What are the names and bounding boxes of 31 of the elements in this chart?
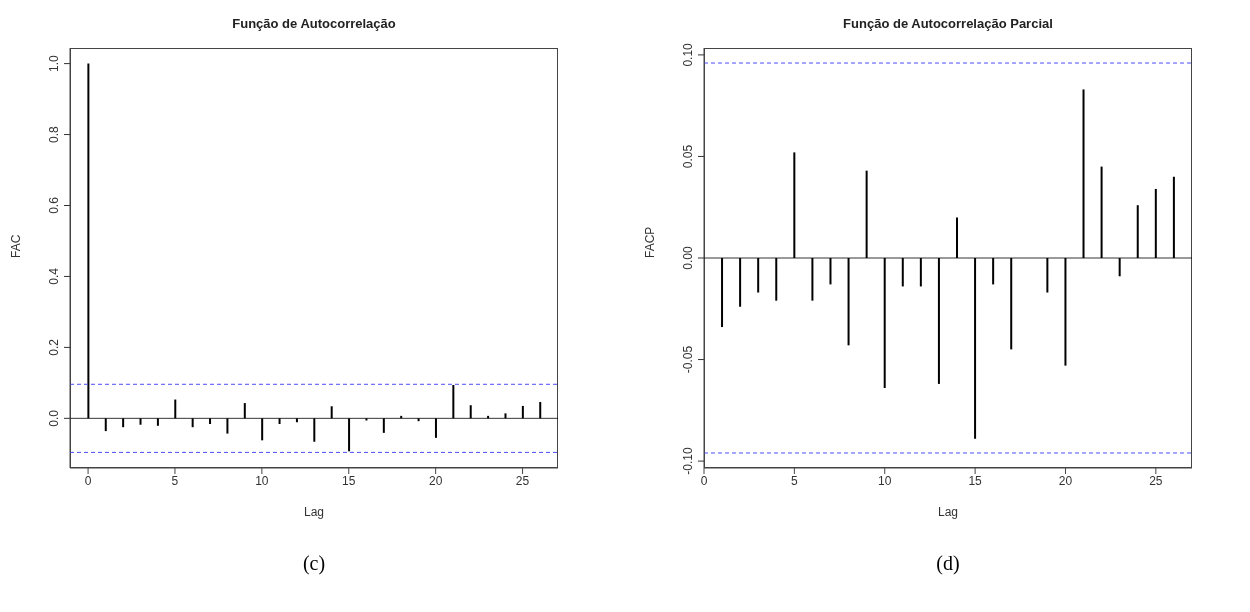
x-tick-label: 5 [791,473,799,488]
text: (d) [935,552,961,575]
chart-title: Função de Autocorrelação [231,16,397,31]
x-tick-label: 0 [700,473,708,488]
y-tick-label: 0.10 [681,42,695,67]
x-tick-label: 10 [878,473,892,488]
y-tick-label: -0.10 [681,447,695,475]
y-tick-label: 0.8 [47,125,61,143]
x-tick-label: 15 [342,473,356,488]
x-axis-title: Lag [303,505,325,519]
y-tick-label: 0.2 [47,338,61,356]
x-tick-label: 10 [255,473,269,488]
x-axis-title: Lag [937,505,959,519]
text: (c) [301,552,327,575]
chart-title: Função de Autocorrelação Parcial [842,16,1054,31]
y-tick-label: 0.05 [681,144,695,169]
y-tick-label: 0.6 [47,196,61,214]
x-tick-label: 20 [428,473,443,488]
x-tick-label: 25 [515,473,530,488]
x-tick-label: 0 [84,473,92,488]
y-tick-label: 0.4 [47,267,61,285]
y-tick-label: 0.00 [681,246,695,270]
x-tick-label: 15 [968,473,983,488]
x-tick-label: 20 [1058,473,1073,488]
y-axis-title: FAC [9,234,24,258]
x-tick-label: 5 [171,473,179,488]
y-tick-label: -0.05 [681,345,695,374]
y-tick-label: 0.0 [47,409,61,427]
x-tick-label: 25 [1149,473,1163,488]
y-axis-title: FACP [643,226,658,258]
y-tick-label: 1.0 [47,54,61,72]
